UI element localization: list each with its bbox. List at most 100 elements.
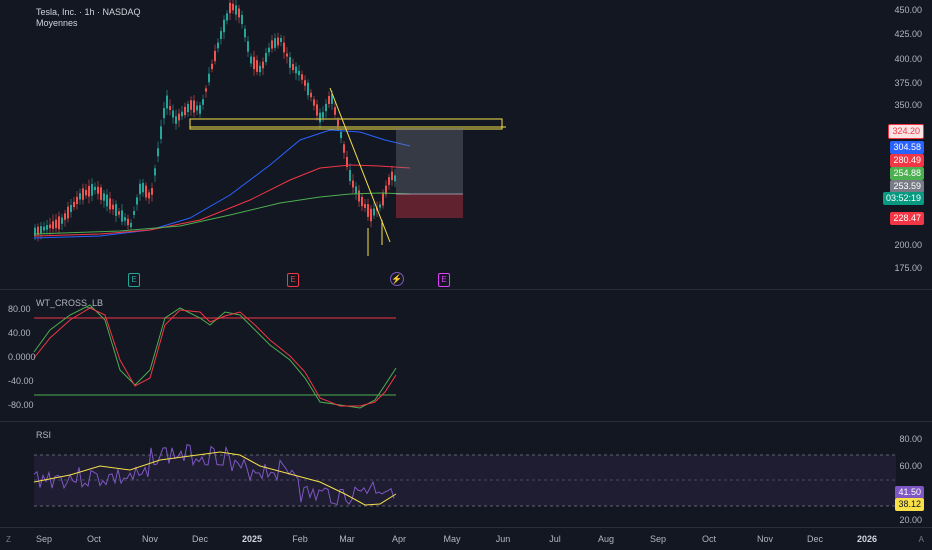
candle bbox=[109, 198, 111, 210]
candle bbox=[223, 19, 225, 33]
timezone-button[interactable]: Z bbox=[6, 535, 11, 544]
candle bbox=[172, 110, 174, 118]
candle bbox=[343, 144, 345, 153]
candle bbox=[208, 73, 210, 83]
candle bbox=[292, 63, 294, 71]
stop-zone bbox=[396, 194, 463, 218]
stop-price-badge: 228.47 bbox=[890, 212, 924, 225]
candle bbox=[193, 100, 195, 113]
split-event-icon[interactable]: E bbox=[438, 273, 450, 287]
price-tick-400: 400.00 bbox=[894, 54, 922, 64]
candle bbox=[367, 204, 369, 217]
rsi-ma-value-badge: 38.12 bbox=[895, 498, 924, 511]
candle bbox=[64, 213, 66, 220]
candle bbox=[94, 186, 96, 191]
candle bbox=[145, 185, 147, 198]
lightning-icon[interactable]: ⚡ bbox=[390, 272, 404, 286]
pane-divider-2[interactable] bbox=[0, 421, 932, 422]
candle bbox=[190, 100, 192, 110]
osc-tick-0: 0.0000 bbox=[8, 352, 36, 362]
rsi-tick-80: 80.00 bbox=[899, 434, 922, 444]
candle bbox=[70, 204, 72, 213]
candle bbox=[184, 106, 186, 116]
time-label-dec-2: Dec bbox=[806, 534, 824, 544]
candle bbox=[58, 216, 60, 230]
candle bbox=[100, 187, 102, 200]
candle bbox=[154, 168, 156, 176]
osc-tick-80: 80.00 bbox=[8, 304, 31, 314]
time-label-may: May bbox=[443, 534, 461, 544]
candle bbox=[232, 3, 234, 11]
osc-legend[interactable]: WT_CROSS_LB bbox=[36, 298, 104, 308]
candle bbox=[238, 8, 240, 18]
auto-scale-button[interactable]: A bbox=[918, 535, 924, 544]
candle bbox=[124, 217, 126, 221]
candle bbox=[49, 224, 51, 228]
candle bbox=[340, 131, 342, 139]
price-tick-425: 425.00 bbox=[894, 29, 922, 39]
rsi-tick-20: 20.00 bbox=[899, 515, 922, 525]
candle bbox=[85, 189, 87, 196]
candle bbox=[349, 170, 351, 181]
candle bbox=[373, 208, 375, 216]
candle bbox=[274, 38, 276, 48]
candle bbox=[52, 221, 54, 229]
candle bbox=[205, 88, 207, 92]
candle bbox=[76, 196, 78, 204]
ma-green-badge: 254.88 bbox=[890, 167, 924, 180]
candle bbox=[385, 185, 387, 195]
candle bbox=[370, 208, 372, 222]
price-tick-175: 175.00 bbox=[894, 263, 922, 273]
candle bbox=[133, 211, 135, 215]
candle bbox=[199, 105, 201, 114]
time-label-nov-2: Nov bbox=[756, 534, 774, 544]
price-tick-375: 375.00 bbox=[894, 78, 922, 88]
candle bbox=[226, 13, 228, 21]
candle bbox=[352, 180, 354, 188]
indicator-legend[interactable]: Moyennes bbox=[36, 18, 78, 28]
countdown-badge: 03:52:19 bbox=[882, 192, 924, 205]
candle bbox=[61, 217, 63, 224]
earnings-event-icon-2[interactable]: E bbox=[287, 273, 299, 287]
candle bbox=[187, 103, 189, 113]
candle bbox=[103, 193, 105, 201]
ma-red-line bbox=[33, 164, 411, 237]
price-pane[interactable]: Tesla, Inc. · 1h · NASDAQ Moyennes bbox=[0, 0, 932, 288]
time-label-feb: Feb bbox=[292, 534, 308, 544]
candle bbox=[319, 112, 321, 123]
time-label-sep: Sep bbox=[35, 534, 53, 544]
time-label-aug: Aug bbox=[597, 534, 615, 544]
time-label-2025: 2025 bbox=[241, 534, 263, 544]
candle bbox=[136, 197, 138, 205]
target-zone bbox=[396, 128, 463, 194]
ma-green-line bbox=[33, 192, 411, 235]
earnings-event-icon[interactable]: E bbox=[128, 273, 140, 287]
candle bbox=[328, 96, 330, 104]
time-label-jul: Jul bbox=[549, 534, 561, 544]
candle bbox=[88, 185, 90, 197]
rsi-ma-line bbox=[33, 451, 397, 506]
candle bbox=[334, 107, 336, 115]
candle bbox=[364, 204, 366, 208]
price-tick-450: 450.00 bbox=[894, 5, 922, 15]
time-axis-divider bbox=[0, 527, 932, 528]
candle bbox=[229, 2, 231, 14]
candle bbox=[214, 50, 216, 62]
candle bbox=[283, 42, 285, 53]
candle bbox=[55, 219, 57, 229]
rsi-tick-60: 60.00 bbox=[899, 461, 922, 471]
symbol-title[interactable]: Tesla, Inc. · 1h · NASDAQ bbox=[36, 7, 141, 17]
price-tick-350: 350.00 bbox=[894, 100, 922, 110]
time-label-oct-2: Oct bbox=[701, 534, 717, 544]
candle bbox=[97, 186, 99, 194]
rsi-legend[interactable]: RSI bbox=[36, 430, 52, 440]
pane-divider-1[interactable] bbox=[0, 289, 932, 290]
time-label-oct: Oct bbox=[86, 534, 102, 544]
candle bbox=[43, 226, 45, 231]
ma-red-badge: 280.49 bbox=[890, 154, 924, 167]
candle bbox=[37, 226, 39, 235]
rsi-line bbox=[33, 443, 395, 506]
candle bbox=[121, 210, 123, 222]
resistance-price-badge: 324.20 bbox=[888, 124, 924, 139]
